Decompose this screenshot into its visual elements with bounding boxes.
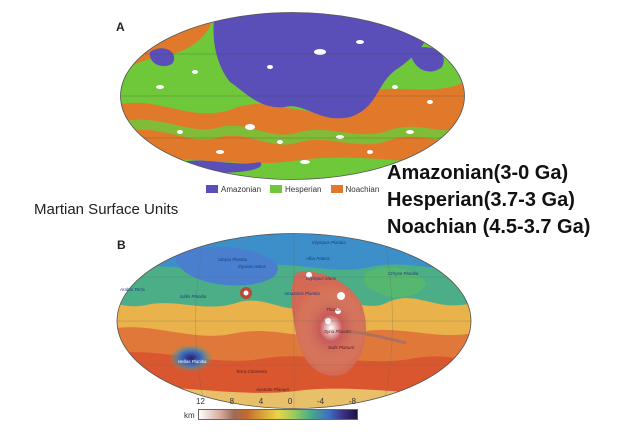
panel-b-label: B [117, 238, 126, 252]
place-label: Chryse Planitia [388, 271, 419, 276]
scale-tick: 4 [258, 397, 264, 406]
scale-tick: 0 [287, 397, 293, 406]
surface-units-caption: Martian Surface Units [34, 201, 179, 218]
place-label: Syria Planum [324, 329, 351, 334]
elevation-scale: 12 8 4 0 -4 -8 km [184, 397, 384, 427]
scale-tick: -4 [317, 397, 325, 406]
legend-item-amazonian: Amazonian [206, 185, 261, 194]
place-label: Australe Planum [255, 387, 289, 392]
place-label: Olympus Planitia [312, 240, 346, 245]
topography-map: Olympus Planitia Utopia Planitia Elysium… [116, 233, 472, 409]
epoch-noachian: Noachian (4.5-3.7 Ga) [387, 216, 591, 238]
place-label: Tharsis [326, 307, 342, 312]
legend-item-hesperian: Hesperian [270, 184, 322, 194]
scale-tick: 12 [196, 397, 205, 406]
place-label: Elysium Mons [238, 264, 267, 269]
epoch-hesperian: Hesperian(3.7-3 Ga) [387, 189, 575, 211]
epoch-list: Amazonian(3-0 Ga) Hesperian(3.7-3 Ga) No… [387, 160, 590, 241]
place-label: Amazonis Planitia [283, 291, 320, 296]
place-label: Isidis Planitia [180, 294, 207, 299]
epoch-amazonian: Amazonian(3-0 Ga) [387, 162, 569, 184]
scale-unit: km [184, 411, 195, 420]
place-label: Olympus Mons [306, 276, 337, 281]
legend-label-amazonian: Amazonian [221, 184, 262, 194]
geologic-units-map [120, 12, 465, 180]
legend-swatch-amazonian [206, 185, 218, 193]
legend-swatch-hesperian [270, 185, 283, 193]
place-label: Solis Planum [328, 345, 355, 350]
panel-a-label: A [116, 20, 125, 34]
scale-tick: 8 [229, 397, 235, 406]
elevation-colorbar [198, 409, 358, 420]
legend-label-hesperian: Hesperian [285, 184, 322, 194]
place-label: Terra Cimmeria [236, 369, 267, 374]
scale-tick: -8 [348, 397, 356, 406]
scale-ticks: 12 8 4 0 -4 -8 [196, 397, 356, 406]
place-label: Hellas Planitia [178, 359, 207, 364]
place-label: Alba Patera [305, 256, 330, 261]
place-label: Utopia Planitia [218, 257, 248, 262]
legend-label-noachian: Noachian [345, 184, 380, 194]
legend-item-noachian: Noachian [330, 184, 380, 194]
legend-swatch-noachian [330, 185, 343, 193]
place-label: Arabia Terra [119, 287, 145, 292]
unit-legend: Amazonian Hesperian Noachian [206, 183, 388, 195]
